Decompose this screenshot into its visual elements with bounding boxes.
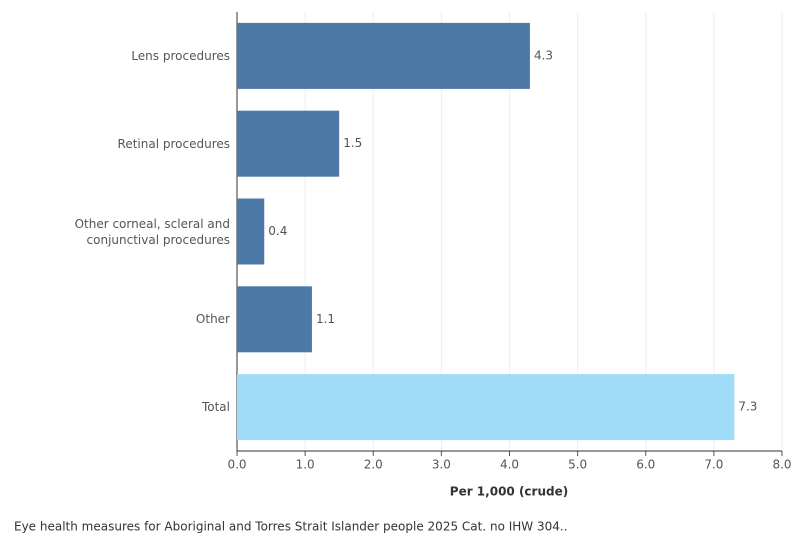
x-tick-label: 2.0 — [364, 458, 383, 472]
category-label: Other — [195, 312, 230, 327]
x-tick-label: 5.0 — [568, 458, 587, 472]
x-tick-label: 1.0 — [296, 458, 315, 472]
x-tick-label: 7.0 — [704, 458, 723, 472]
bar — [237, 286, 312, 353]
data-label: 4.3 — [534, 48, 553, 62]
x-tick-label: 3.0 — [432, 458, 451, 472]
bar — [237, 110, 340, 177]
bar — [237, 198, 265, 265]
x-tick-label: 0.0 — [227, 458, 246, 472]
category-label: Lens procedures — [131, 48, 230, 63]
category-label: Total — [201, 400, 230, 415]
data-label: 7.3 — [738, 400, 757, 414]
x-tick-label: 6.0 — [636, 458, 655, 472]
caption: Eye health measures for Aboriginal and T… — [14, 520, 568, 534]
x-axis-label: Per 1,000 (crude) — [450, 485, 568, 499]
x-tick-label: 8.0 — [772, 458, 791, 472]
bar — [237, 22, 530, 89]
x-tick-label: 4.0 — [500, 458, 519, 472]
data-label: 1.1 — [316, 312, 335, 326]
bar — [237, 374, 735, 441]
category-label: Retinal procedures — [117, 136, 230, 151]
data-label: 1.5 — [343, 136, 362, 150]
data-label: 0.4 — [268, 224, 287, 238]
category-label: Other corneal, scleral and conjunctival … — [74, 216, 230, 247]
